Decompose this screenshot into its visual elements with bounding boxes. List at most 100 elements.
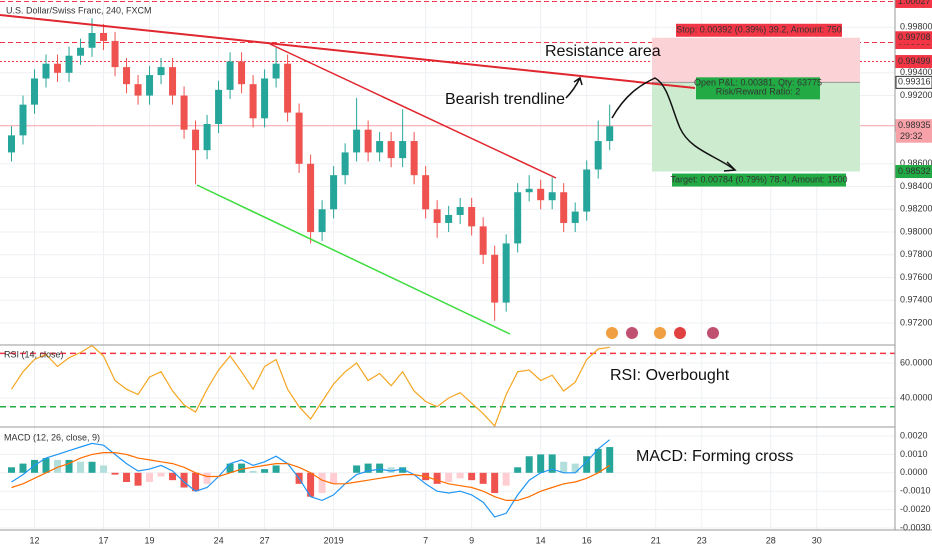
countdown-box <box>896 130 932 143</box>
y-tick-label: 40.0000 <box>900 392 932 402</box>
annotation: MACD: Forming cross <box>636 448 793 465</box>
candle-body <box>100 32 108 41</box>
histogram-bar <box>502 472 510 486</box>
projection-curve <box>611 77 736 171</box>
event-icon <box>606 327 618 339</box>
candle-body <box>502 243 510 303</box>
histogram-bar <box>514 467 522 473</box>
histogram-bar <box>134 472 142 486</box>
label-arrow <box>565 77 581 99</box>
y-tick-label: 60.0000 <box>900 357 932 367</box>
histogram-bar <box>65 459 73 473</box>
rr-label: Risk/Reward Ratio: 2 <box>716 87 801 97</box>
annotation: Bearish trendline <box>445 91 565 108</box>
histogram-bar <box>468 472 476 481</box>
y-tick-label: 0.97400 <box>900 295 932 305</box>
y-tick-label: 0.97600 <box>900 272 932 282</box>
x-tick-label: 24 <box>214 535 224 545</box>
y-tick-label: 0.97800 <box>900 249 932 259</box>
stop-label-box <box>676 23 842 37</box>
y-tick-label: 0.98600 <box>900 158 932 168</box>
histogram-bar <box>318 472 326 494</box>
candle-body <box>19 104 27 136</box>
histogram-bar <box>548 454 556 473</box>
candle-body <box>514 192 522 244</box>
resistance-trendline <box>0 14 696 89</box>
candle-body <box>134 84 142 96</box>
support-trendline <box>196 184 511 335</box>
candle-body <box>54 63 62 73</box>
indicator-title: RSI (14, close) <box>4 349 64 359</box>
candle-body <box>272 63 280 79</box>
candle-body <box>491 254 499 303</box>
histogram-bar <box>387 467 395 473</box>
candle-body <box>249 84 257 119</box>
overlay-under <box>0 0 895 408</box>
candle-body <box>238 61 246 85</box>
target-label-box <box>672 173 846 187</box>
histogram-bar <box>54 459 62 473</box>
price-label-box <box>895 31 932 45</box>
y-tick-label: 0.0020 <box>900 430 928 440</box>
histogram-bar <box>272 465 280 473</box>
y-tick-label: 0.99400 <box>900 67 932 77</box>
candle-body <box>8 135 16 153</box>
candle-body <box>525 188 533 193</box>
y-tick-label: 0.98000 <box>900 226 932 236</box>
candle-body <box>88 32 96 48</box>
candle-body <box>307 163 315 233</box>
event-icon <box>626 327 638 339</box>
candle-body <box>583 169 591 212</box>
event-icon <box>674 327 686 339</box>
candle-body <box>479 226 487 255</box>
chart-title: U.S. Dollar/Swiss Franc, 240, FXCM <box>6 5 152 15</box>
price-label: 0.99499 <box>898 56 931 66</box>
candle-body <box>571 211 579 223</box>
bearish-trendline <box>269 43 557 179</box>
price-label: 0.98935 <box>898 120 931 130</box>
candle-body <box>468 207 476 227</box>
histogram-bar <box>42 458 50 473</box>
x-tick-label: 27 <box>260 535 270 545</box>
price-label-box <box>895 0 932 8</box>
macd-line <box>11 439 611 518</box>
histogram-bar <box>77 461 85 473</box>
axis-layer: 0.97200 0.97400 0.97600 0.97800 0.98000 0.982… <box>30 0 932 545</box>
x-tick-label: 28 <box>766 535 776 545</box>
histogram-bar <box>157 472 165 477</box>
projection-arrowhead <box>723 161 737 172</box>
candle-body <box>261 78 269 119</box>
y-tick-label: 0.99200 <box>900 90 932 100</box>
candle-body <box>192 129 200 151</box>
candle-body <box>594 141 602 170</box>
candle-body <box>433 209 441 223</box>
histogram-bar <box>307 472 315 497</box>
histogram-bar <box>19 463 27 473</box>
histogram-bar <box>192 472 200 492</box>
candle-body <box>111 40 119 68</box>
candle-body <box>548 192 556 201</box>
label-arrowhead <box>573 76 583 86</box>
price-label: 0.98532 <box>898 166 931 176</box>
candle-body <box>387 141 395 159</box>
price-label: 1.00027 <box>898 0 931 6</box>
x-tick-label: 7 <box>423 535 428 545</box>
histogram-bar <box>583 456 591 473</box>
candle-body <box>353 129 361 153</box>
overlay-over: Stop: 0.00392 (0.39%) 39.2, Amount: 750 O… <box>670 23 848 187</box>
histogram-bar <box>146 472 154 482</box>
event-icon <box>707 327 719 339</box>
histogram-bar <box>123 472 131 482</box>
annotation: RSI: Overbought <box>610 367 730 384</box>
x-tick-label: 30 <box>812 535 822 545</box>
price-label-box <box>895 55 932 69</box>
countdown: 29:32 <box>900 131 923 141</box>
annotation: Resistance area <box>545 43 661 60</box>
candle-body <box>77 47 85 56</box>
x-tick-label: 14 <box>536 535 546 545</box>
x-tick-label: 2019 <box>324 535 344 545</box>
pnl-box <box>696 77 820 100</box>
x-tick-label: 17 <box>99 535 109 545</box>
y-tick-label: 0.98400 <box>900 181 932 191</box>
event-icon <box>654 327 666 339</box>
